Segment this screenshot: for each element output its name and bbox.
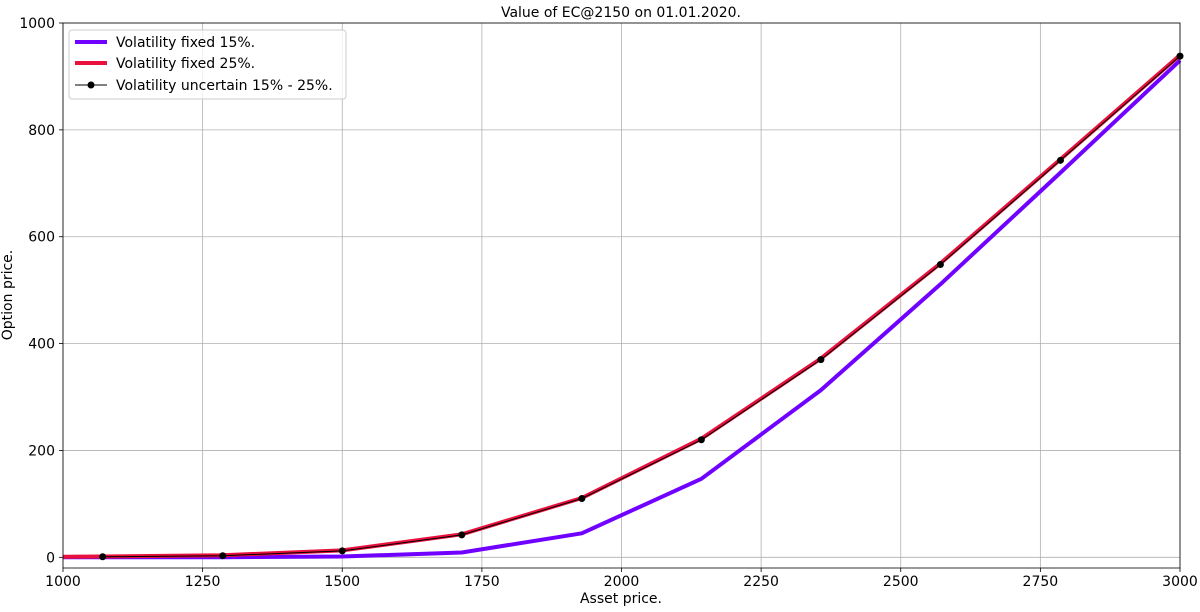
- axis-ticks: 1000 1250 1500 1750 2000 2250 2500 2750 3000 0 200…: [19, 16, 1197, 590]
- x-tick-label: 2500: [883, 574, 919, 590]
- data-point: [578, 495, 586, 503]
- legend-marker-uncertain: [87, 81, 95, 89]
- y-tick-label: 800: [28, 123, 55, 139]
- x-tick-label: 2750: [1023, 574, 1059, 590]
- data-point: [99, 553, 107, 561]
- legend-label-uncertain: Volatility uncertain 15% - 25%.: [116, 78, 333, 94]
- data-point: [219, 552, 227, 560]
- x-tick-label: 1500: [324, 574, 360, 590]
- x-axis-label: Asset price.: [580, 591, 662, 607]
- data-point: [338, 547, 346, 555]
- plot-series: [62, 52, 1184, 561]
- y-axis-label: Option price.: [0, 250, 16, 340]
- series-line-2: [102, 55, 1181, 558]
- y-tick-label: 200: [28, 443, 55, 459]
- legend: Volatility fixed 15%. Volatility fixed 2…: [68, 29, 347, 100]
- legend-label-fixed-15: Volatility fixed 15%.: [116, 35, 255, 51]
- grid: [62, 22, 1181, 568]
- y-tick-label: 1000: [19, 16, 55, 32]
- y-tick-label: 0: [46, 550, 55, 566]
- legend-label-fixed-25: Volatility fixed 25%.: [116, 56, 255, 72]
- legend-box: [68, 29, 347, 100]
- x-tick-label: 1000: [45, 574, 81, 590]
- data-point: [1056, 156, 1064, 164]
- data-point: [817, 356, 825, 364]
- x-tick-label: 3000: [1162, 574, 1198, 590]
- x-tick-label: 2250: [743, 574, 779, 590]
- y-tick-label: 600: [28, 230, 55, 246]
- data-point: [936, 261, 944, 269]
- data-point: [697, 436, 705, 444]
- x-tick-label: 1750: [464, 574, 500, 590]
- y-tick-label: 400: [28, 337, 55, 353]
- data-point: [458, 531, 466, 539]
- x-tick-label: 1250: [185, 574, 221, 590]
- x-tick-label: 2000: [604, 574, 640, 590]
- chart-title: Value of EC@2150 on 01.01.2020.: [501, 5, 741, 21]
